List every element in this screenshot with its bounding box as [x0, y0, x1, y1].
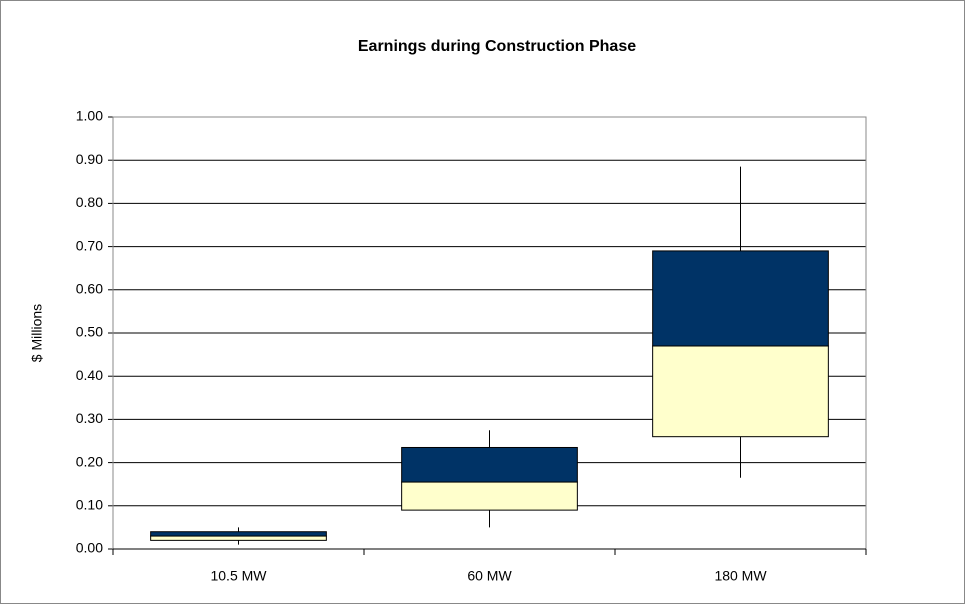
y-tick-label: 0.10: [76, 497, 103, 513]
y-tick-label: 0.90: [76, 151, 103, 167]
y-tick-label: 0.50: [76, 324, 103, 340]
box-lower: [150, 535, 327, 541]
chart-title: Earnings during Construction Phase: [358, 38, 636, 55]
y-tick-label: 0.30: [76, 410, 103, 426]
y-tick-label: 0.80: [76, 194, 103, 210]
box-lower: [652, 345, 829, 438]
box-upper: [652, 250, 829, 347]
y-tick-label: 0.00: [76, 540, 103, 556]
y-axis-label: $ Millions: [29, 304, 45, 362]
y-tick-label: 1.00: [76, 108, 103, 124]
y-tick-label: 0.20: [76, 453, 103, 469]
x-tick-label: 10.5 MW: [210, 568, 267, 584]
box-upper: [401, 446, 578, 483]
x-tick-label: 180 MW: [714, 568, 767, 584]
x-tick-label: 60 MW: [467, 568, 512, 584]
box-lower: [401, 481, 578, 511]
y-tick-label: 0.40: [76, 367, 103, 383]
y-tick-label: 0.60: [76, 281, 103, 297]
y-tick-label: 0.70: [76, 237, 103, 253]
box-upper: [150, 531, 327, 537]
